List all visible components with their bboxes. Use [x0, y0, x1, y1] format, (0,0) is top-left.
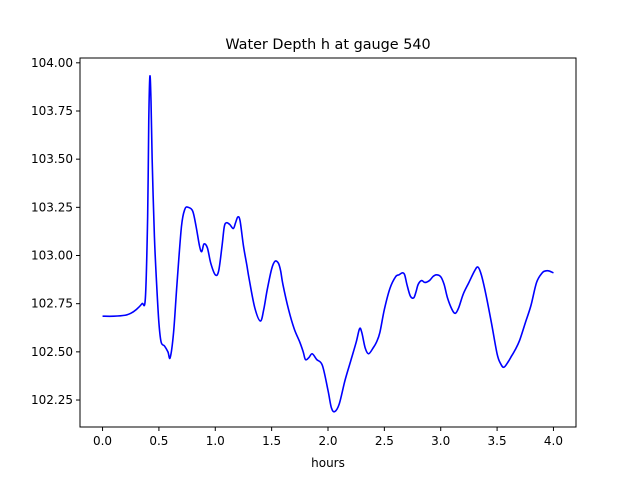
y-tick-label: 103.00 — [31, 249, 73, 263]
y-tick-label: 102.50 — [31, 345, 73, 359]
x-tick-label: 2.5 — [375, 434, 394, 448]
y-tick-label: 103.75 — [31, 104, 73, 118]
x-tick-label: 1.5 — [262, 434, 281, 448]
x-axis-label: hours — [311, 456, 345, 470]
y-tick-label: 103.50 — [31, 152, 73, 166]
y-axis-ticks: 102.25 102.50 102.75 103.00 103.25 103.50 103.… — [31, 56, 80, 407]
x-tick-label: 1.0 — [206, 434, 225, 448]
series-layer — [102, 75, 554, 413]
y-tick-label: 102.75 — [31, 297, 73, 311]
x-tick-label: 3.5 — [488, 434, 507, 448]
x-axis-ticks: 0.0 0.5 1.0 1.5 2.0 2.5 3.0 3.5 4.0 — [93, 427, 563, 448]
x-tick-label: 2.0 — [318, 434, 337, 448]
x-tick-label: 4.0 — [544, 434, 563, 448]
plot-area — [80, 58, 576, 427]
y-tick-label: 102.25 — [31, 393, 73, 407]
y-tick-label: 103.25 — [31, 200, 73, 214]
axes-frame — [79, 57, 577, 428]
x-tick-label: 0.5 — [149, 434, 168, 448]
y-tick-label: 104.00 — [31, 56, 73, 70]
chart-title: Water Depth h at gauge 540 — [225, 37, 430, 53]
x-tick-label: 3.0 — [431, 434, 450, 448]
plot-background — [80, 58, 576, 427]
series-line — [102, 75, 554, 413]
x-tick-label: 0.0 — [93, 434, 112, 448]
